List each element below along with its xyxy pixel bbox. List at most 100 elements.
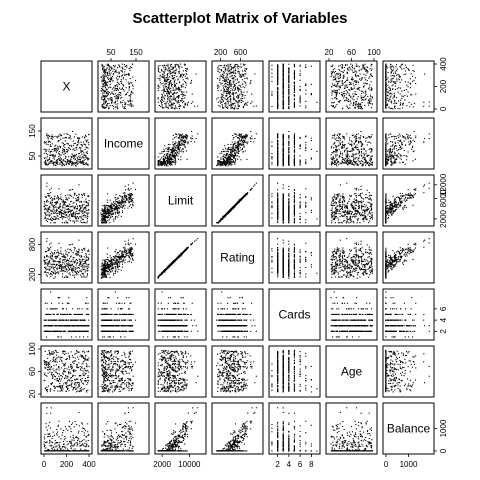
point — [190, 81, 192, 83]
point — [224, 64, 226, 66]
point — [238, 84, 240, 86]
point — [73, 143, 75, 145]
point — [169, 81, 171, 83]
point — [157, 71, 159, 73]
point — [356, 75, 358, 77]
point — [271, 68, 273, 70]
point — [282, 84, 284, 86]
point — [391, 100, 393, 102]
point — [111, 101, 113, 103]
point — [233, 161, 235, 163]
point — [393, 148, 395, 150]
point — [230, 104, 232, 106]
point — [360, 79, 362, 81]
point — [227, 87, 229, 89]
point — [125, 87, 127, 89]
point — [293, 155, 295, 157]
point — [288, 73, 290, 75]
point — [53, 154, 55, 156]
point — [226, 161, 228, 163]
point — [277, 151, 279, 153]
point — [344, 162, 346, 164]
point — [75, 163, 77, 165]
point — [44, 148, 46, 150]
point — [169, 73, 171, 75]
point — [174, 162, 176, 164]
point — [60, 146, 62, 148]
point — [122, 106, 124, 108]
point — [246, 143, 248, 145]
point — [217, 90, 219, 92]
point — [79, 160, 81, 162]
point — [288, 96, 290, 98]
point — [234, 79, 236, 81]
point — [361, 92, 363, 94]
point — [394, 106, 396, 108]
points-X-vs-Age — [330, 63, 373, 110]
point — [246, 77, 248, 79]
point — [337, 73, 339, 75]
point — [332, 79, 334, 81]
point — [288, 71, 290, 73]
point — [398, 74, 400, 76]
point — [236, 146, 238, 148]
point — [244, 150, 246, 152]
point — [82, 136, 84, 138]
point — [336, 151, 338, 153]
point — [236, 145, 238, 147]
point — [358, 137, 360, 139]
point — [229, 147, 231, 149]
point — [185, 134, 187, 136]
point — [52, 212, 54, 214]
point — [234, 162, 236, 164]
point — [103, 85, 105, 87]
point — [229, 92, 231, 94]
point — [47, 163, 49, 165]
point — [355, 147, 357, 149]
point — [348, 83, 350, 85]
point — [162, 162, 164, 164]
point — [358, 150, 360, 152]
point — [367, 95, 369, 97]
point — [282, 69, 284, 71]
point — [60, 193, 62, 195]
point — [74, 156, 76, 158]
point — [347, 107, 349, 109]
point — [165, 105, 167, 107]
point — [229, 83, 231, 85]
point — [157, 97, 159, 99]
point — [171, 155, 173, 157]
point — [402, 107, 404, 109]
point — [103, 99, 105, 101]
point — [227, 63, 229, 65]
point — [397, 156, 399, 158]
point — [348, 163, 350, 165]
point — [105, 96, 107, 98]
point — [176, 96, 178, 98]
point — [161, 98, 163, 100]
point — [231, 78, 233, 80]
point — [369, 76, 371, 78]
point — [395, 145, 397, 147]
point — [346, 156, 348, 158]
point — [157, 101, 159, 103]
point — [175, 65, 177, 67]
point — [342, 71, 344, 73]
point — [163, 159, 165, 161]
point — [358, 107, 360, 109]
point — [235, 145, 237, 147]
point — [157, 69, 159, 71]
point — [162, 156, 164, 158]
point — [409, 143, 411, 145]
point — [236, 78, 238, 80]
point — [246, 91, 248, 93]
point — [406, 84, 408, 86]
point — [223, 88, 225, 90]
point — [365, 92, 367, 94]
point — [130, 94, 132, 96]
point — [277, 140, 279, 142]
point — [169, 76, 171, 78]
point — [395, 78, 397, 80]
point — [353, 99, 355, 101]
point — [53, 208, 55, 210]
